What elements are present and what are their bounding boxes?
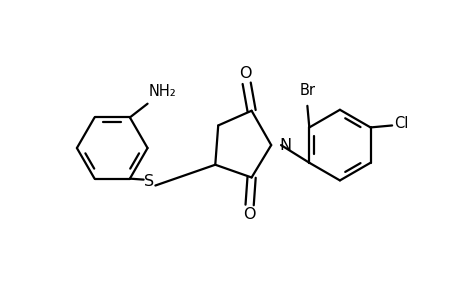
Text: O: O <box>239 66 252 81</box>
Text: Br: Br <box>299 83 315 98</box>
Text: N: N <box>279 138 291 153</box>
Text: Cl: Cl <box>393 116 408 131</box>
Text: S: S <box>144 174 154 189</box>
Text: O: O <box>243 207 255 222</box>
Text: NH₂: NH₂ <box>148 84 176 99</box>
